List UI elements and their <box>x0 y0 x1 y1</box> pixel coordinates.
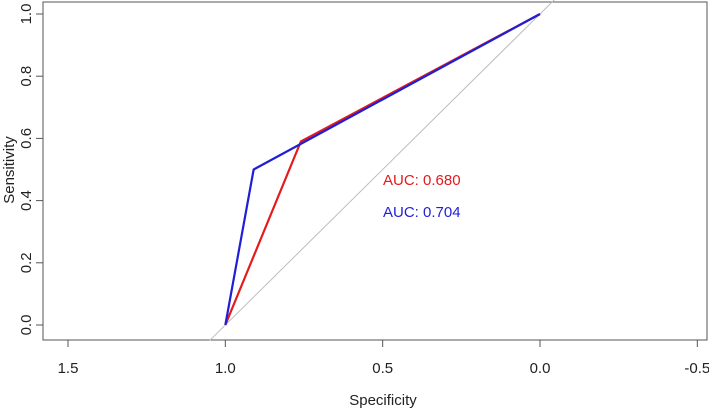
x-tick-label: 0.5 <box>372 360 393 377</box>
plot-frame <box>42 1 708 341</box>
auc-label-layer: AUC: 0.680 AUC: 0.704 <box>383 172 461 221</box>
y-tick-label: 0.8 <box>18 66 35 87</box>
x-tick-label: -0.5 <box>684 360 709 377</box>
y-tick-label: 0.2 <box>18 252 35 273</box>
y-tick-label: 0.0 <box>18 315 35 336</box>
x-tick-label: 1.5 <box>58 360 79 377</box>
x-axis-title: Specificity <box>349 392 417 409</box>
auc-label-2: AUC: 0.704 <box>383 204 461 221</box>
y-tick-label: 0.6 <box>18 128 35 149</box>
y-axis: 0.0 0.2 0.4 0.6 0.8 1.0 <box>18 4 44 336</box>
x-tick-label: 1.0 <box>215 360 236 377</box>
y-tick-label: 1.0 <box>18 4 35 25</box>
y-axis-title: Sensitivity <box>1 136 18 204</box>
auc-label-1: AUC: 0.680 <box>383 172 461 189</box>
x-axis: 1.5 1.0 0.5 0.0 -0.5 <box>58 339 709 377</box>
roc-series-line-2 <box>224 13 541 326</box>
y-tick-label: 0.4 <box>18 190 35 211</box>
reference-diagonal-line <box>209 0 555 341</box>
series-layer <box>224 13 541 326</box>
x-tick-label: 0.0 <box>530 360 551 377</box>
